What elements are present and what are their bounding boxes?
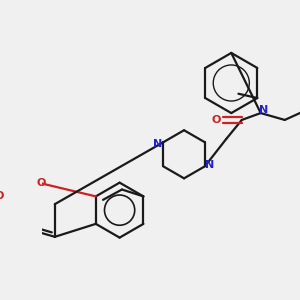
Text: N: N	[153, 139, 163, 149]
Text: N: N	[259, 105, 268, 115]
Text: N: N	[206, 160, 214, 170]
Text: O: O	[211, 115, 221, 125]
Text: O: O	[0, 191, 4, 201]
Text: O: O	[37, 178, 46, 188]
